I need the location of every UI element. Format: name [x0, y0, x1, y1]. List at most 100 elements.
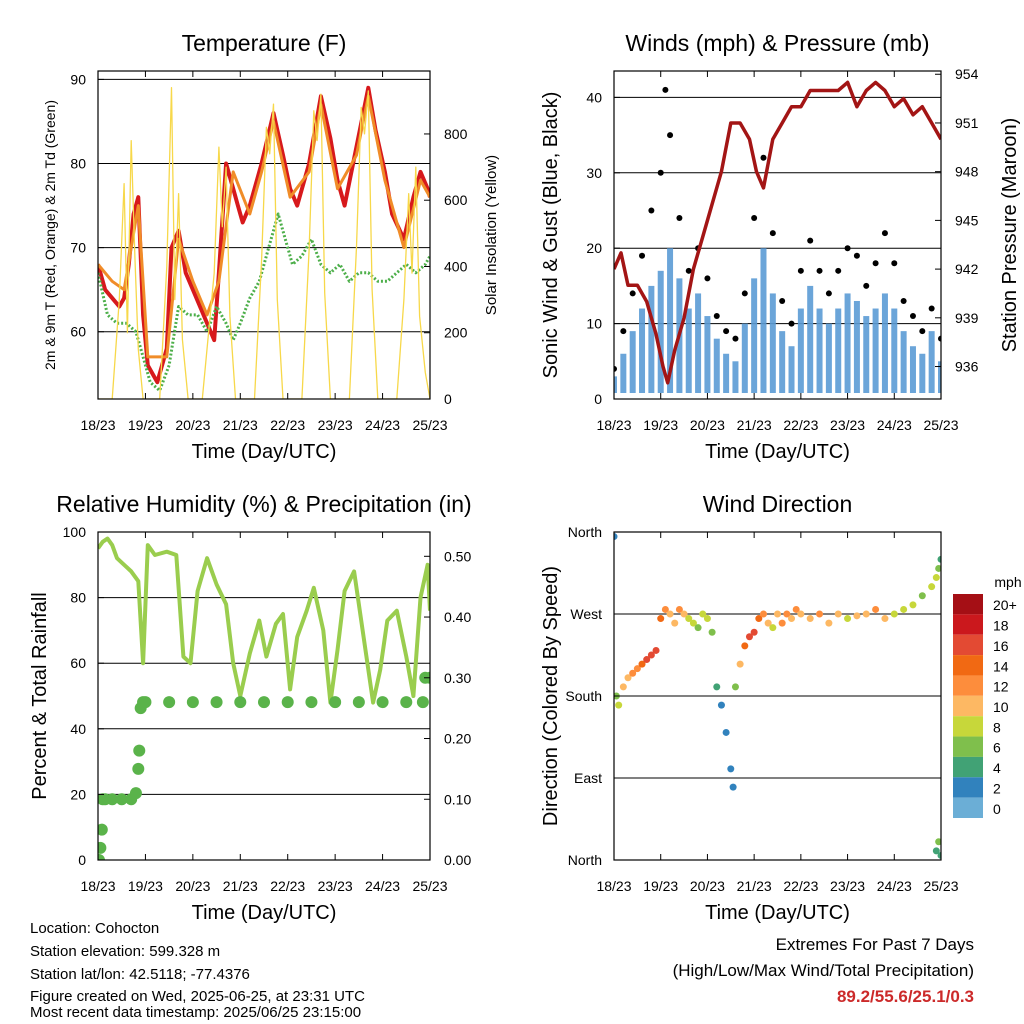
colorbar-label: 10	[993, 699, 1009, 715]
rain-point	[416, 696, 429, 709]
wind-bar	[667, 248, 674, 393]
latlon-text: Station lat/lon: 42.5118; -77.4376	[30, 966, 250, 983]
colorbar-cell	[953, 594, 983, 615]
colorbar-label: 2	[993, 780, 1001, 796]
direction-title: Wind Direction	[703, 491, 853, 517]
direction-point	[727, 765, 735, 773]
direction-point	[624, 674, 632, 682]
pressure-line	[614, 80, 941, 385]
wind-bar	[928, 331, 935, 393]
gust-point	[863, 282, 870, 289]
direction-point	[792, 605, 800, 613]
humidity-y2tick-label: 0.30	[444, 670, 471, 686]
gust-point	[685, 267, 692, 274]
humidity-ytick-label: 0	[78, 852, 86, 868]
gust-point	[797, 267, 804, 274]
elevation-text: Station elevation: 599.328 m	[30, 943, 221, 960]
humidity-xtick-label: 21/23	[223, 878, 258, 894]
direction-point	[694, 624, 702, 632]
direction-point	[731, 683, 739, 691]
humidity-frame	[97, 531, 431, 861]
gust-point	[872, 260, 879, 267]
temperature-xtick-label: 22/23	[270, 417, 305, 433]
winds-xtick-label: 21/23	[737, 417, 772, 433]
direction-point	[713, 683, 721, 691]
temperature-xtick-label: 23/23	[318, 417, 353, 433]
wind-bar	[713, 338, 720, 393]
direction-point	[685, 615, 693, 623]
direction-point	[769, 624, 777, 632]
direction-chart: Wind Direction Time (Day/UTC) Direction (C…	[540, 491, 1022, 924]
direction-point	[750, 628, 758, 636]
gust-point	[741, 290, 748, 297]
rain-point	[133, 744, 146, 757]
temperature-xtick-label: 25/23	[412, 417, 447, 433]
wind-bar	[685, 308, 692, 393]
direction-point	[755, 615, 763, 623]
rain-point	[186, 696, 199, 709]
winds-xtick-label: 22/23	[783, 417, 818, 433]
gust-point	[648, 207, 655, 214]
wind-bar	[853, 300, 860, 393]
humidity-title: Relative Humidity (%) & Precipitation (i…	[56, 491, 471, 517]
gust-point	[667, 132, 674, 139]
direction-point	[638, 660, 646, 668]
winds-xtick-label: 25/23	[923, 417, 958, 433]
temperature-ytick-label: 60	[70, 324, 86, 340]
rain-point	[115, 793, 128, 806]
humidity-xtick-label: 22/23	[270, 878, 305, 894]
direction-point	[703, 615, 711, 623]
colorbar-cell	[953, 716, 983, 737]
gust-point	[614, 365, 617, 372]
direction-xtick-label: 18/23	[596, 878, 631, 894]
extremes-title: Extremes For Past 7 Days	[775, 935, 974, 954]
temperature-ytick-label: 90	[70, 71, 86, 87]
wind-bar	[629, 331, 636, 393]
humidity-ytick-label: 100	[63, 524, 87, 540]
direction-xtick-label: 22/23	[783, 878, 818, 894]
humidity-y2tick-label: 0.20	[444, 731, 471, 747]
created-text: Figure created on Wed, 2025-06-25, at 23…	[30, 988, 365, 1005]
direction-point	[937, 851, 941, 859]
wind-bar	[825, 323, 832, 393]
wind-bar	[639, 308, 646, 393]
gust-point	[853, 252, 860, 259]
rain-point	[98, 854, 105, 860]
direction-point	[937, 555, 941, 563]
direction-point	[759, 610, 767, 618]
temperature-title: Temperature (F)	[182, 30, 347, 56]
gust-point	[639, 252, 646, 259]
rain-point	[163, 696, 176, 709]
solar-line	[98, 86, 430, 399]
humidity-ytick-label: 60	[70, 655, 86, 671]
direction-ylabel: Direction (Colored By Speed)	[540, 566, 562, 826]
gust-point	[835, 267, 842, 274]
direction-point	[932, 847, 940, 855]
wind-bar	[779, 331, 786, 393]
gust-point	[807, 237, 814, 244]
gust-point	[769, 230, 776, 237]
temperature-xtick-label: 20/23	[175, 417, 210, 433]
direction-point	[853, 612, 861, 620]
direction-point	[666, 610, 674, 618]
direction-point	[741, 642, 749, 650]
gust-point	[662, 86, 669, 93]
wind-bar	[769, 293, 776, 393]
direction-xtick-label: 19/23	[643, 878, 678, 894]
gust-point	[881, 230, 888, 237]
direction-point	[661, 605, 669, 613]
direction-point	[764, 619, 772, 627]
wind-bar	[704, 316, 711, 393]
temperature-y2tick-label: 800	[444, 126, 468, 142]
wind-bar	[938, 361, 941, 393]
direction-series	[614, 533, 941, 859]
winds-ytick-label: 40	[586, 89, 602, 105]
gust-point	[788, 320, 795, 327]
humidity-xtick-label: 25/23	[412, 878, 447, 894]
colorbar-cell	[953, 736, 983, 757]
temperature-chart: Temperature (F) Time (Day/UTC) 2m & 9m T (…	[42, 30, 500, 463]
rain-point	[98, 841, 107, 854]
colorbar-cell	[953, 675, 983, 696]
gust-point	[779, 297, 786, 304]
